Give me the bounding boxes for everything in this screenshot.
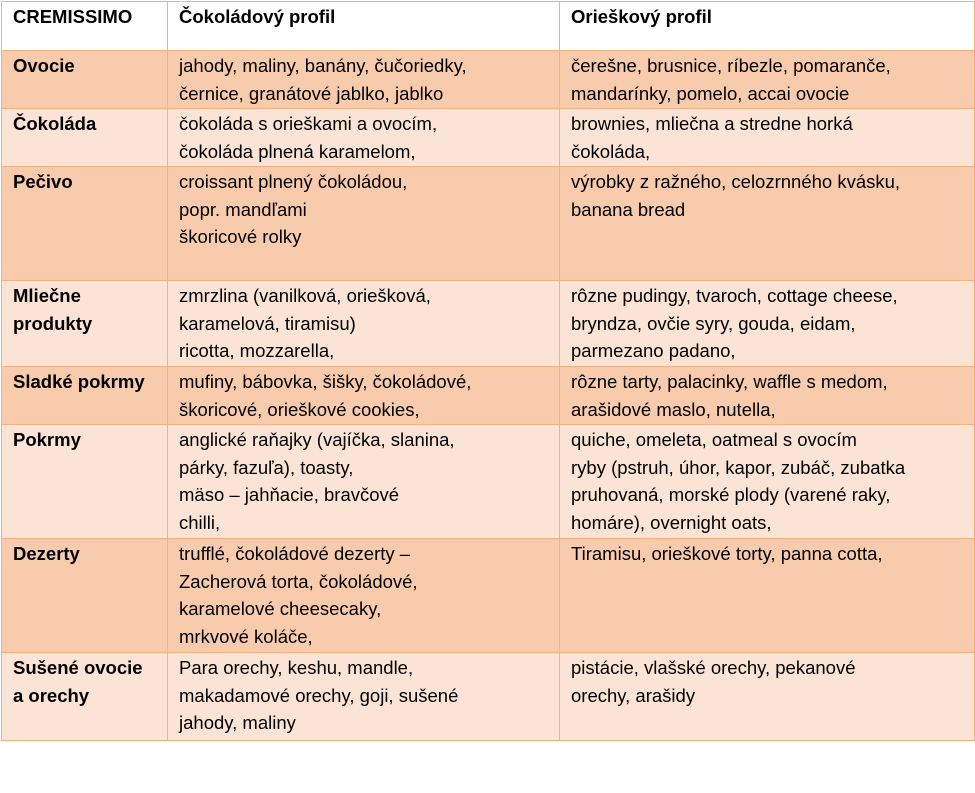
row-category: Pečivo — [1, 166, 168, 281]
header-chocolate-profile: Čokoládový profil — [167, 1, 560, 51]
nut-cell: quiche, omeleta, oatmeal s ovocím ryby (… — [559, 424, 975, 539]
chocolate-cell: Para orechy, keshu, mandle, makadamové o… — [167, 652, 560, 741]
cell-line: Tiramisu, orieškové torty, panna cotta, — [571, 543, 883, 564]
category-line: Pečivo — [13, 171, 73, 192]
chocolate-cell: jahody, maliny, banány, čučoriedky, čern… — [167, 50, 560, 109]
pairing-table: CREMISSIMO Čokoládový profil Orieškový p… — [1, 1, 975, 741]
table-row: Sušené ovocie a orechy Para orechy, kesh… — [1, 652, 975, 741]
row-category: Sladké pokrmy — [1, 366, 168, 425]
cell-line: orechy, arašidy — [571, 684, 696, 706]
cell-line: arašidové maslo, nutella, — [571, 398, 776, 420]
cell-line: škoricové rolky — [179, 226, 302, 247]
cell-line: parmezano padano, — [571, 340, 736, 361]
table-row: Sladké pokrmy mufiny, bábovka, šišky, čo… — [1, 366, 975, 425]
table-row: Ovocie jahody, maliny, banány, čučoriedk… — [1, 50, 975, 109]
cell-line: zmrzlina (vanilková, oriešková, — [179, 285, 431, 306]
row-category: Ovocie — [1, 50, 168, 109]
cell-line: pistácie, vlašské orechy, pekanové — [571, 657, 856, 678]
cell-line: popr. mandľami — [179, 198, 307, 220]
table-row: Mliečne produkty zmrzlina (vanilková, or… — [1, 280, 975, 367]
cell-line: párky, fazuľa), toasty, — [179, 456, 354, 478]
cell-line: jahody, maliny — [179, 712, 296, 733]
category-line: a orechy — [13, 684, 90, 706]
cell-line: mufiny, bábovka, šišky, čokoládové, — [179, 371, 472, 392]
cell-line: mäso – jahňacie, bravčové — [179, 484, 400, 505]
category-line: Sušené ovocie — [13, 657, 143, 678]
category-line: Ovocie — [13, 55, 75, 76]
table-row: Čokoláda čokoláda s orieškami a ovocím, … — [1, 108, 975, 167]
cell-line: čerešne, brusnice, ríbezle, pomaranče, — [571, 55, 891, 76]
category-line: Čokoláda — [13, 113, 97, 134]
cell-line: rôzne tarty, palacinky, waffle s medom, — [571, 371, 888, 392]
cell-line: bryndza, ovčie syry, gouda, eidam, — [571, 312, 856, 334]
table-row: Pečivo croissant plnený čokoládou, popr.… — [1, 166, 975, 281]
cell-line: croissant plnený čokoládou, — [179, 171, 408, 192]
cell-line: mrkvové koláče, — [179, 625, 313, 647]
category-line: produkty — [13, 312, 93, 334]
header-brand: CREMISSIMO — [1, 1, 168, 51]
nut-cell: rôzne pudingy, tvaroch, cottage cheese, … — [559, 280, 975, 367]
cell-line: Para orechy, keshu, mandle, — [179, 657, 414, 678]
cell-line: banana bread — [571, 198, 686, 220]
category-line: Dezerty — [13, 543, 80, 564]
cell-line: rôzne pudingy, tvaroch, cottage cheese, — [571, 285, 898, 306]
cell-line: mandarínky, pomelo, accai ovocie — [571, 82, 850, 104]
category-line: Pokrmy — [13, 429, 81, 450]
cell-line: ryby (pstruh, úhor, kapor, zubáč, zubatk… — [571, 456, 906, 478]
cell-line: anglické raňajky (vajíčka, slanina, — [179, 429, 455, 450]
nut-cell: Tiramisu, orieškové torty, panna cotta, — [559, 538, 975, 653]
chocolate-cell: anglické raňajky (vajíčka, slanina, párk… — [167, 424, 560, 539]
row-category: Dezerty — [1, 538, 168, 653]
header-nut-profile: Orieškový profil — [559, 1, 975, 51]
row-category: Čokoláda — [1, 108, 168, 167]
cell-line: černice, granátové jablko, jablko — [179, 82, 444, 104]
chocolate-cell: zmrzlina (vanilková, oriešková, karamelo… — [167, 280, 560, 367]
cell-line: čokoláda, — [571, 140, 651, 162]
category-line: Sladké pokrmy — [13, 371, 145, 392]
chocolate-cell: croissant plnený čokoládou, popr. mandľa… — [167, 166, 560, 281]
chocolate-cell: mufiny, bábovka, šišky, čokoládové, škor… — [167, 366, 560, 425]
category-line: Mliečne — [13, 285, 81, 306]
nut-cell: rôzne tarty, palacinky, waffle s medom, … — [559, 366, 975, 425]
cell-line: trufflé, čokoládové dezerty – — [179, 543, 411, 564]
nut-cell: brownies, mliečna a stredne horká čokolá… — [559, 108, 975, 167]
cell-line: jahody, maliny, banány, čučoriedky, — [179, 55, 467, 76]
cell-line: čokoláda plnená karamelom, — [179, 140, 416, 162]
cell-line: karamelová, tiramisu) — [179, 312, 356, 334]
nut-cell: pistácie, vlašské orechy, pekanové orech… — [559, 652, 975, 741]
row-category: Sušené ovocie a orechy — [1, 652, 168, 741]
cell-line: makadamové orechy, goji, sušené — [179, 684, 459, 706]
cell-line: Zacherová torta, čokoládové, — [179, 570, 418, 592]
cell-line: pruhovaná, morské plody (varené raky, — [571, 484, 891, 505]
row-category: Pokrmy — [1, 424, 168, 539]
cell-line: ricotta, mozzarella, — [179, 340, 335, 361]
cell-line: chilli, — [179, 511, 221, 533]
cell-line: čokoláda s orieškami a ovocím, — [179, 113, 438, 134]
cell-line: homáre), overnight oats, — [571, 511, 772, 533]
cell-line: karamelové cheesecaky, — [179, 598, 382, 619]
cell-line: brownies, mliečna a stredne horká — [571, 113, 853, 134]
nut-cell: výrobky z ražného, celozrnného kvásku, b… — [559, 166, 975, 281]
cell-line: quiche, omeleta, oatmeal s ovocím — [571, 429, 857, 450]
chocolate-cell: čokoláda s orieškami a ovocím, čokoláda … — [167, 108, 560, 167]
cell-line: škoricové, orieškové cookies, — [179, 398, 420, 420]
table-row: Pokrmy anglické raňajky (vajíčka, slanin… — [1, 424, 975, 539]
cell-line: výrobky z ražného, celozrnného kvásku, — [571, 171, 901, 192]
nut-cell: čerešne, brusnice, ríbezle, pomaranče, m… — [559, 50, 975, 109]
table-row: Dezerty trufflé, čokoládové dezerty – Za… — [1, 538, 975, 653]
table-header-row: CREMISSIMO Čokoládový profil Orieškový p… — [1, 1, 975, 51]
chocolate-cell: trufflé, čokoládové dezerty – Zacherová … — [167, 538, 560, 653]
row-category: Mliečne produkty — [1, 280, 168, 367]
